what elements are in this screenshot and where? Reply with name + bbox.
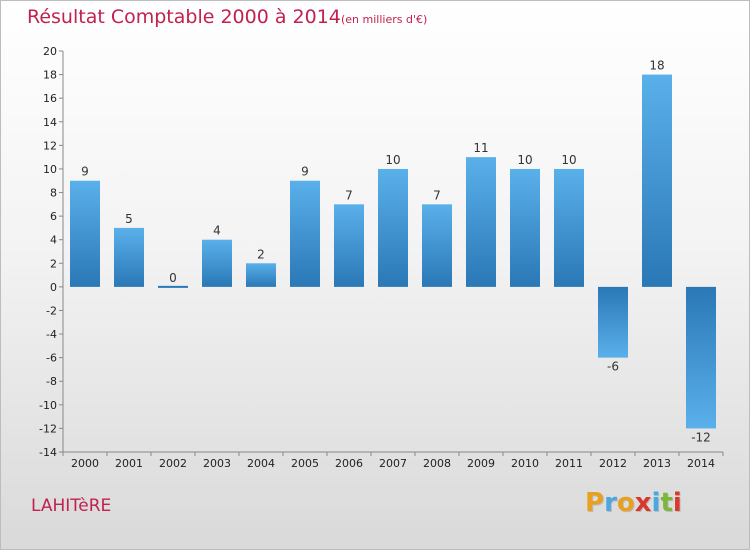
data-label: 9 — [301, 165, 309, 179]
y-tick-label: -12 — [39, 422, 57, 435]
bar — [642, 74, 672, 287]
y-tick-label: -4 — [46, 328, 57, 341]
y-tick-label: -8 — [46, 375, 57, 388]
logo-letter: r — [604, 488, 617, 518]
y-tick-label: -2 — [46, 304, 57, 317]
data-labels: 9 5 0 4 2 9 7 10 7 11 10 10 -6 18 -12 — [81, 59, 711, 445]
bar — [158, 285, 188, 288]
x-tick-label: 2004 — [247, 457, 275, 470]
x-tick-label: 2009 — [467, 457, 495, 470]
chart-title: Résultat Comptable 2000 à 2014 — [27, 6, 341, 28]
y-tick-label: 4 — [50, 234, 57, 247]
data-label: 7 — [345, 188, 353, 202]
data-label: 7 — [433, 188, 441, 202]
y-tick-label: 20 — [43, 45, 57, 58]
x-tick-label: 2001 — [115, 457, 143, 470]
proxiti-logo: Proxiti — [585, 488, 682, 518]
bar — [334, 204, 364, 287]
bar — [554, 168, 584, 287]
bar — [422, 204, 452, 287]
bar — [466, 157, 496, 287]
logo-letter: P — [585, 488, 605, 518]
x-tick-label: 2012 — [599, 457, 627, 470]
y-tick-label: 18 — [43, 69, 57, 82]
x-tick-label: 2013 — [643, 457, 671, 470]
bar — [378, 168, 408, 287]
y-tick-label: 6 — [50, 210, 57, 223]
x-tick-label: 2014 — [687, 457, 715, 470]
y-tick-label: 2 — [50, 257, 57, 270]
bar — [510, 168, 540, 287]
y-tick-label: 12 — [43, 139, 57, 152]
data-label: 10 — [385, 153, 400, 167]
bar — [246, 263, 276, 287]
y-tick-label: 0 — [50, 281, 57, 294]
logo-letter: i — [672, 488, 682, 518]
x-tick-label: 2003 — [203, 457, 231, 470]
bar — [686, 286, 716, 429]
commune-name: LAHITèRE — [31, 496, 112, 516]
x-tick-label: 2005 — [291, 457, 319, 470]
y-tick-label: 10 — [43, 163, 57, 176]
bars — [70, 74, 716, 429]
bar — [114, 227, 144, 287]
data-label: -12 — [691, 430, 711, 444]
y-tick-label: -14 — [39, 446, 57, 459]
y-tick-label: 16 — [43, 92, 57, 105]
data-label: 11 — [473, 141, 488, 155]
x-tick-label: 2007 — [379, 457, 407, 470]
data-label: 10 — [517, 153, 532, 167]
x-tick-label: 2000 — [71, 457, 99, 470]
y-tick-label: -10 — [39, 399, 57, 412]
logo-letter: x — [634, 488, 652, 518]
x-tick-label: 2008 — [423, 457, 451, 470]
data-label: 4 — [213, 224, 221, 238]
bar — [70, 180, 100, 287]
x-tick-label: 2002 — [159, 457, 187, 470]
data-label: 5 — [125, 212, 133, 226]
x-tick-label: 2010 — [511, 457, 539, 470]
data-label: 18 — [649, 59, 664, 73]
logo-letter: t — [660, 488, 673, 518]
data-label: 2 — [257, 247, 265, 261]
chart-subtitle: (en milliers d'€) — [341, 13, 428, 26]
x-tick-label: 2006 — [335, 457, 363, 470]
data-label: 10 — [561, 153, 576, 167]
x-tick-label: 2011 — [555, 457, 583, 470]
logo-letter: o — [616, 488, 635, 518]
data-label: 9 — [81, 165, 89, 179]
y-tick-label: 8 — [50, 187, 57, 200]
y-tick-label: 14 — [43, 116, 57, 129]
bar — [202, 239, 232, 287]
bar — [290, 180, 320, 287]
data-label: -6 — [607, 360, 619, 374]
logo-letter: i — [651, 488, 661, 518]
bar — [598, 286, 628, 358]
y-tick-label: -6 — [46, 352, 57, 365]
data-label: 0 — [169, 271, 177, 285]
